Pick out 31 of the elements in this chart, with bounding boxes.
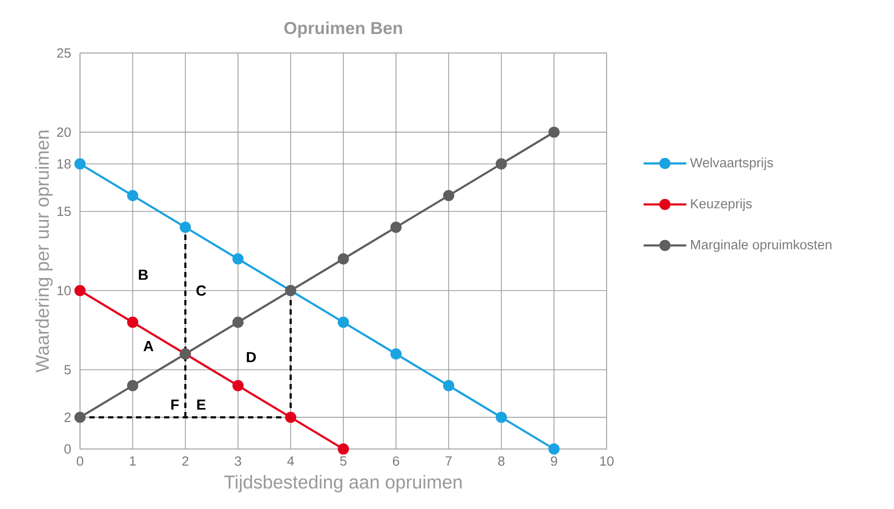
x-tick-label: 0 bbox=[76, 456, 84, 466]
x-tick-label: 2 bbox=[182, 456, 188, 466]
x-tick-label: 4 bbox=[287, 456, 294, 466]
legend-label: Keuzeprijs bbox=[691, 198, 752, 212]
y-tick-label: 0 bbox=[64, 444, 71, 454]
annotation: F bbox=[171, 400, 179, 410]
y-axis-title: Waardering per uur opruimen bbox=[35, 130, 53, 372]
x-tick-label: 9 bbox=[550, 456, 558, 466]
x-tick-label: 10 bbox=[600, 456, 614, 466]
x-tick-label: 5 bbox=[340, 456, 346, 466]
legend-label: Marginale opruimkosten bbox=[691, 240, 832, 252]
annotation: E bbox=[197, 400, 206, 410]
x-tick-label: 1 bbox=[130, 456, 136, 466]
x-tick-label: 3 bbox=[234, 456, 242, 466]
chart-title: Opruimen Ben bbox=[284, 21, 402, 38]
annotation: D bbox=[246, 352, 256, 362]
y-tick-label: 2 bbox=[64, 412, 71, 422]
annotation: A bbox=[144, 340, 154, 352]
y-tick-label: 25 bbox=[57, 48, 71, 58]
y-tick-label: 20 bbox=[57, 127, 71, 137]
y-tick-label: 18 bbox=[57, 159, 71, 169]
y-tick-label: 5 bbox=[64, 365, 71, 374]
y-tick-label: 15 bbox=[57, 206, 71, 216]
x-axis-title: Tijdsbesteding aan opruimen bbox=[224, 474, 462, 492]
x-tick-label: 8 bbox=[498, 456, 504, 466]
y-tick-label: 10 bbox=[57, 286, 71, 296]
x-tick-label: 7 bbox=[446, 456, 452, 466]
legend-label: Welvaartsprijs bbox=[690, 158, 773, 170]
annotation: C bbox=[196, 285, 206, 296]
x-tick-label: 6 bbox=[392, 456, 400, 466]
annotation: B bbox=[138, 270, 148, 280]
